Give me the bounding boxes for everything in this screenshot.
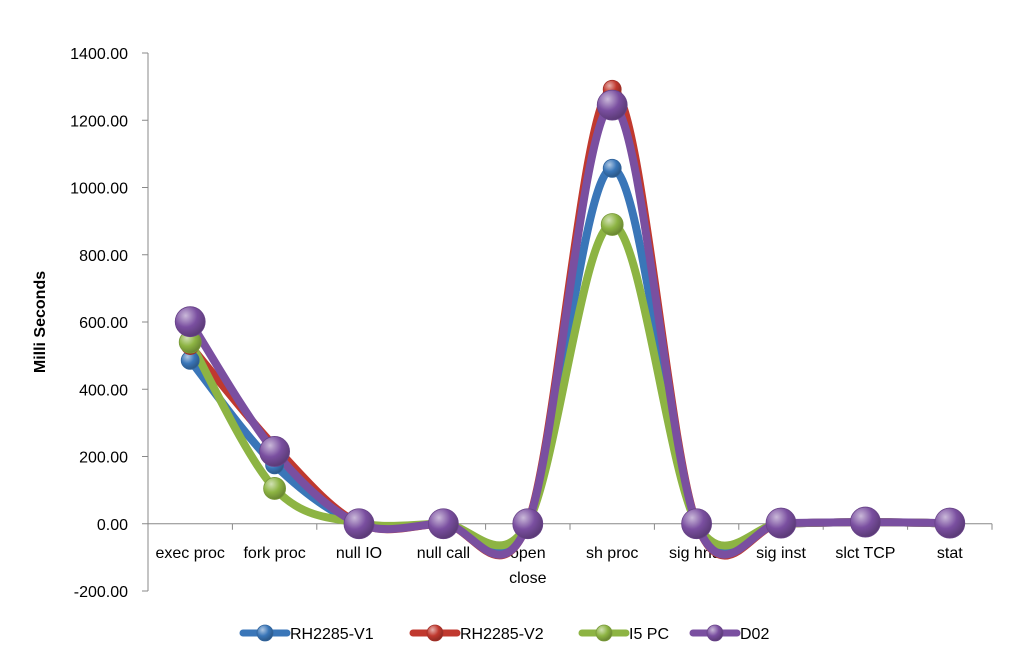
x-tick-label: null IO xyxy=(336,545,382,562)
legend-label: D02 xyxy=(740,626,769,643)
data-point-d02 xyxy=(512,508,544,540)
legend-item-d02: D02 xyxy=(689,624,769,643)
data-point-i5-pc xyxy=(263,477,287,500)
y-tick-label: 1200.00 xyxy=(70,113,128,130)
x-tick-label: stat xyxy=(937,545,963,562)
legend-label: I5 PC xyxy=(629,626,669,643)
legend-label: RH2285-V2 xyxy=(460,626,544,643)
data-point-d02 xyxy=(850,506,881,538)
x-tick-label: fork proc xyxy=(243,545,305,562)
y-tick-label: 600.00 xyxy=(79,315,128,332)
y-tick-label: 800.00 xyxy=(79,248,128,265)
legend: RH2285-V1 RH2285-V2 I5 PC D02 xyxy=(239,624,769,643)
legend-item-rh2285-v1: RH2285-V1 xyxy=(239,624,374,643)
legend-item-i5-pc: I5 PC xyxy=(578,624,669,643)
x-tick-label: open close xyxy=(509,545,546,587)
axes: 1400.00 1200.00 1000.00 800.00 600.00 400.00 2… xyxy=(32,46,993,601)
data-point-d02 xyxy=(596,89,628,121)
data-point-d02 xyxy=(427,508,459,540)
legend-marker xyxy=(256,624,274,642)
legend-label: RH2285-V1 xyxy=(290,626,374,643)
data-point-rh2285-v1 xyxy=(602,158,622,178)
legend-item-rh2285-v2: RH2285-V2 xyxy=(409,624,544,643)
x-tick-label: exec proc xyxy=(156,545,225,562)
data-point-d02 xyxy=(765,507,797,539)
y-tick-label: 400.00 xyxy=(79,382,128,399)
y-axis-label: Milli Seconds xyxy=(32,271,49,373)
y-tick-label: 1000.00 xyxy=(70,181,128,198)
legend-marker xyxy=(595,624,613,642)
data-point-d02 xyxy=(343,508,375,540)
y-tick-label: -200.00 xyxy=(74,584,128,601)
y-tick-label: 1400.00 xyxy=(70,46,128,63)
x-tick-label: sh proc xyxy=(586,545,638,562)
x-tick-label: null call xyxy=(417,545,470,562)
legend-marker xyxy=(426,624,444,642)
y-tick-label: 200.00 xyxy=(79,450,128,467)
data-point-i5-pc xyxy=(600,213,624,236)
data-point-d02 xyxy=(174,306,206,338)
x-tick-label: sig inst xyxy=(756,545,806,562)
series-lines xyxy=(186,85,954,560)
markers xyxy=(174,79,966,540)
data-point-d02 xyxy=(259,436,291,467)
legend-marker xyxy=(706,624,724,642)
data-point-d02 xyxy=(934,507,966,539)
y-tick-label: 0.00 xyxy=(97,517,128,534)
data-point-d02 xyxy=(681,508,712,540)
x-tick-label: slct TCP xyxy=(835,545,895,562)
